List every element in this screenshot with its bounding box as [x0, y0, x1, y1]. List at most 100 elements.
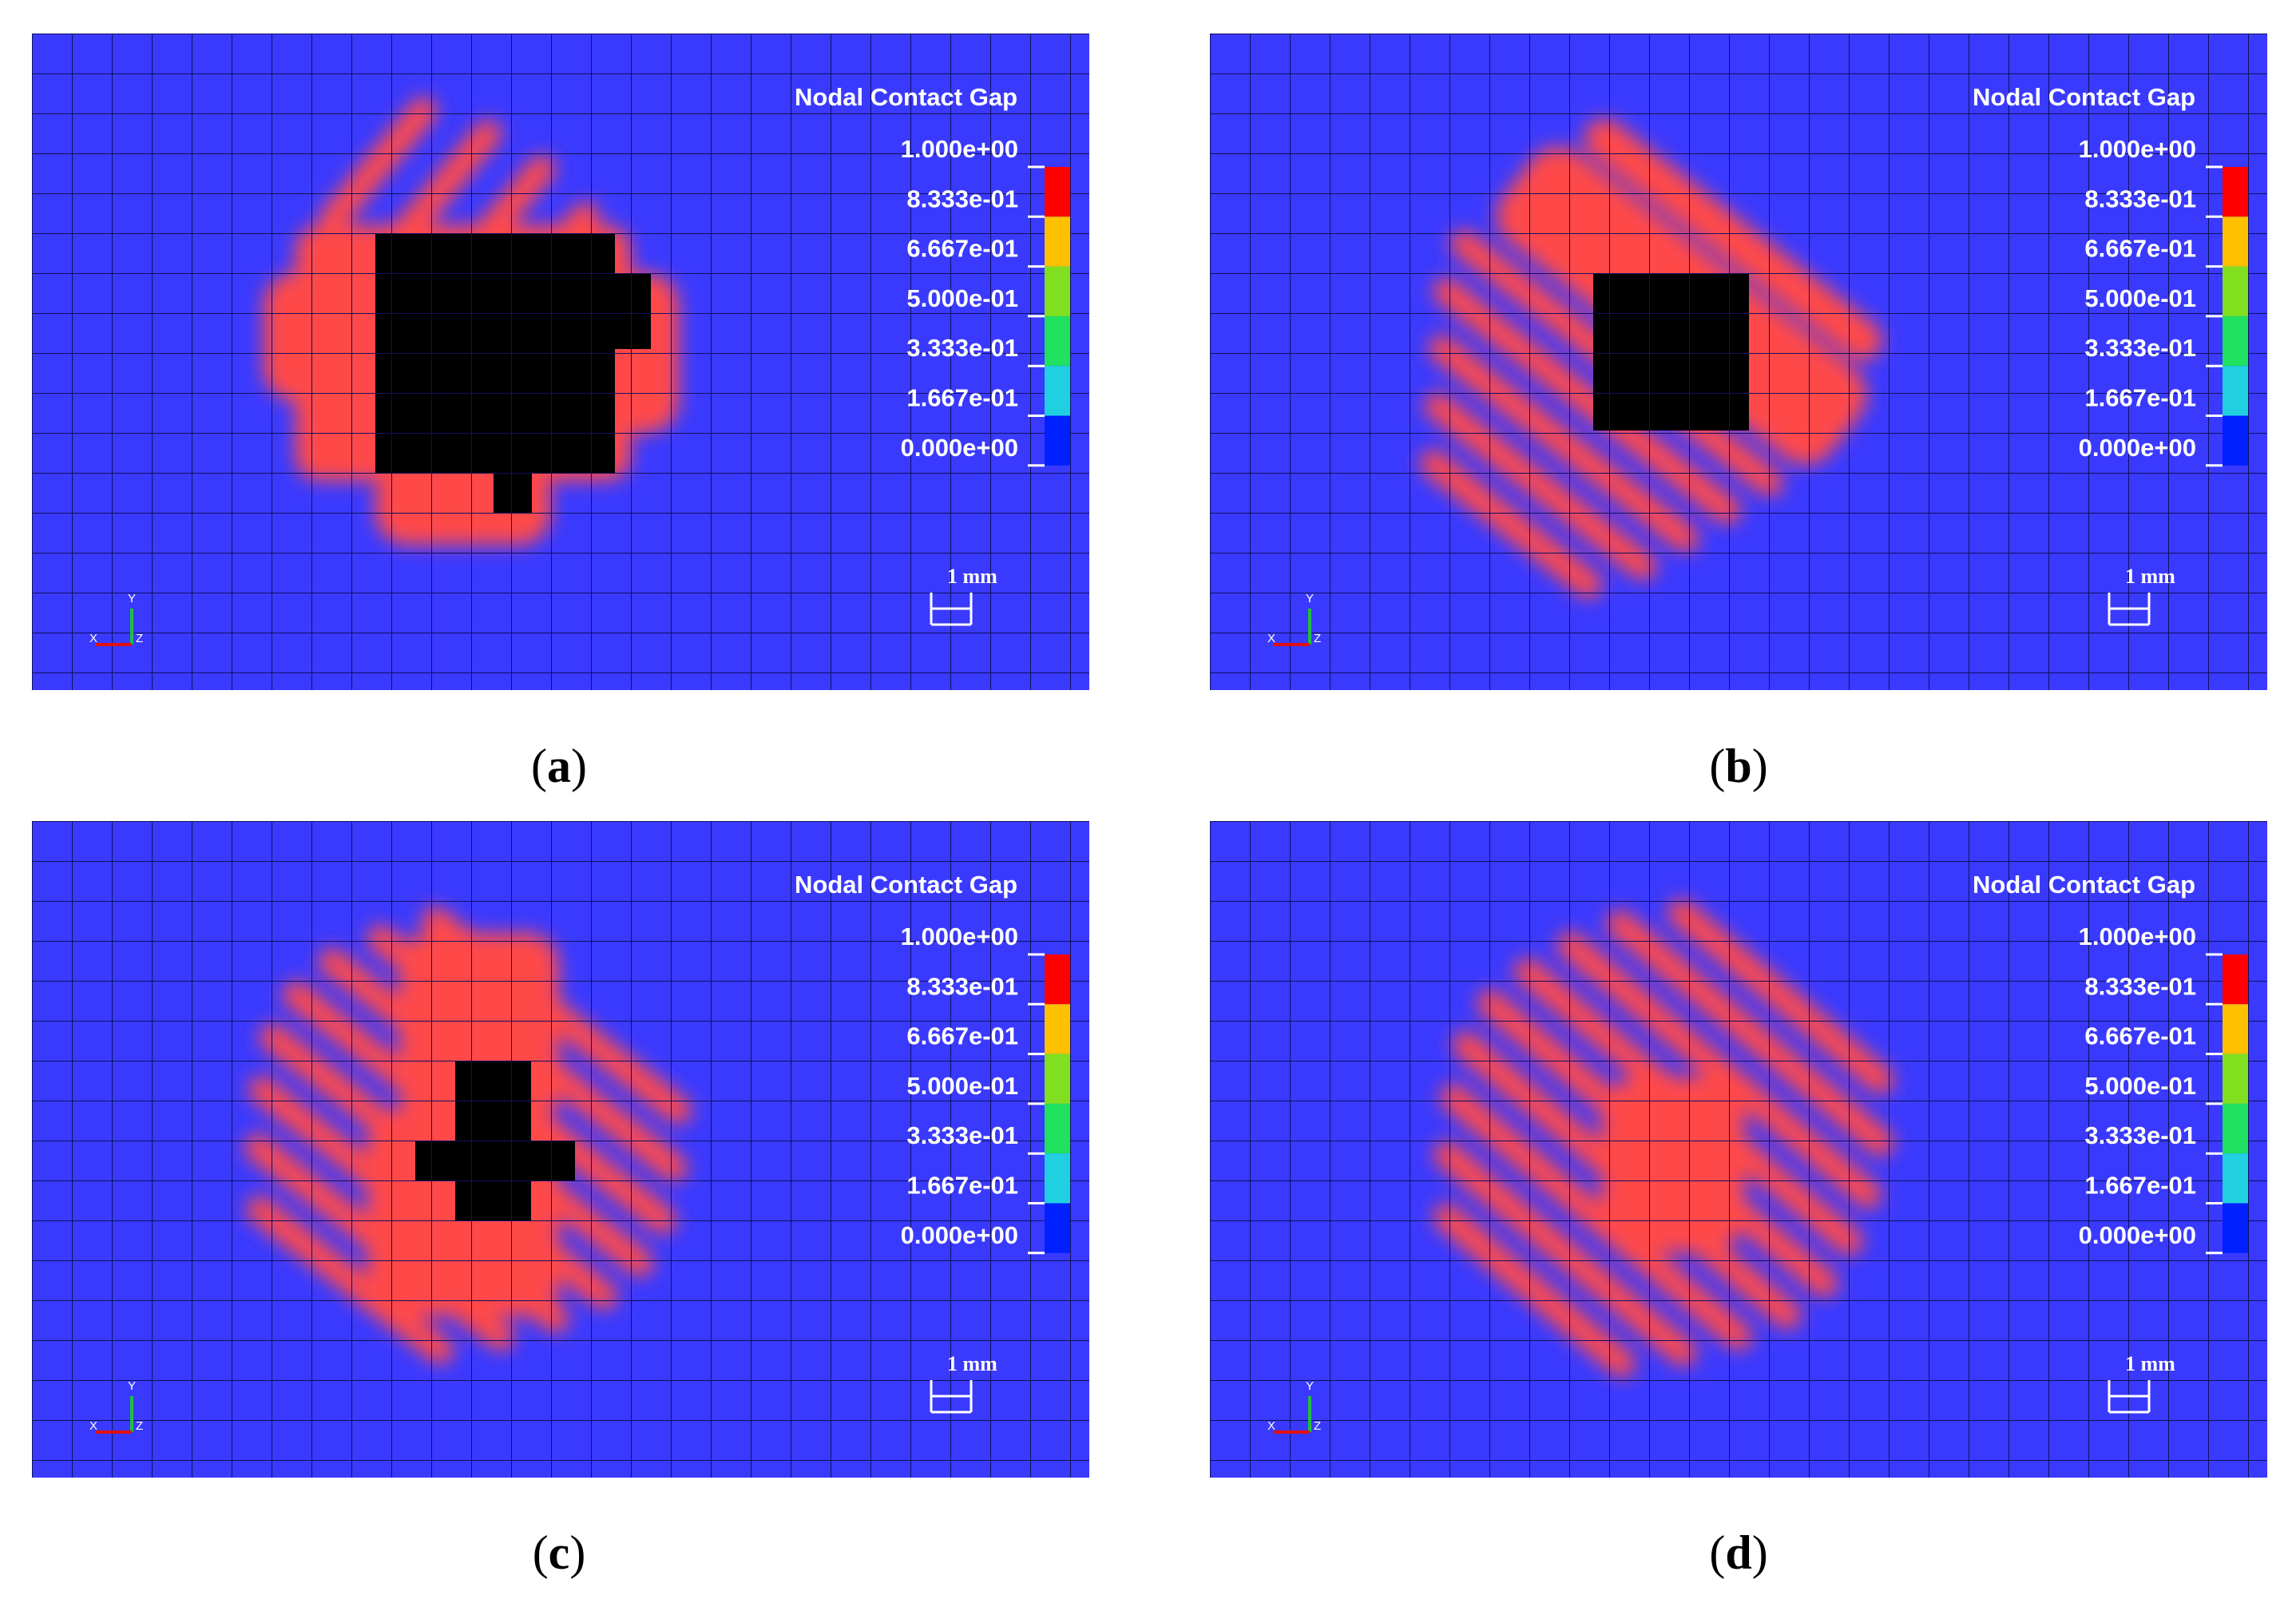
axis-x-label: X [1267, 1419, 1275, 1433]
panel-c: Nodal Contact Gap 1.000e+00 8.333e-01 6.66… [32, 821, 1089, 1478]
legend-color-band [2223, 216, 2248, 267]
legend-tick-label: 1.667e-01 [906, 1172, 1018, 1200]
axis-y-label: Y [1306, 592, 1314, 605]
axes-triad: Y X Z [1267, 1379, 1321, 1434]
legend-tick-label: 6.667e-01 [906, 1022, 1018, 1050]
legend-tick-label: 8.333e-01 [906, 972, 1018, 1000]
legend-tick-label: 1.667e-01 [906, 384, 1018, 412]
legend-color-band [2223, 1004, 2248, 1054]
legend-tick-label: 8.333e-01 [2084, 972, 2196, 1000]
panel-a: Nodal Contact Gap 1.000e+00 8.333e-01 6.66… [32, 34, 1089, 690]
legend-tick-label: 3.333e-01 [2084, 334, 2196, 362]
legend-tick-label: 0.000e+00 [901, 1221, 1018, 1249]
legend-color-band [2223, 1103, 2248, 1154]
legend-tick-label: 1.667e-01 [2084, 384, 2196, 412]
scale-bar: 1 mm [930, 1352, 997, 1414]
legend-color-band [1045, 954, 1070, 1005]
legend: Nodal Contact Gap 1.000e+00 8.333e-01 6.66… [795, 83, 1070, 467]
legend-tick-label: 6.667e-01 [2084, 235, 2196, 263]
legend-color-band [1045, 1153, 1070, 1204]
mesh-grid [32, 34, 1089, 690]
legend-tick-label: 3.333e-01 [2084, 1121, 2196, 1149]
legend-tick-label: 5.000e-01 [906, 284, 1018, 312]
scale-bar-label: 1 mm [2125, 1352, 2175, 1375]
legend-title: Nodal Contact Gap [795, 83, 1017, 111]
legend-color-band [2223, 315, 2248, 367]
scale-bar: 1 mm [2108, 1352, 2175, 1414]
axes-triad: Y X Z [89, 592, 143, 646]
axis-z-label: Z [136, 632, 143, 645]
caption-a: (a) [531, 740, 587, 792]
axis-z-label: Z [136, 1419, 143, 1433]
legend-color-band [2223, 1053, 2248, 1104]
legend: Nodal Contact Gap 1.000e+00 8.333e-01 6.66… [1973, 871, 2248, 1255]
caption-b: (b) [1709, 740, 1768, 792]
legend-color-band [1045, 315, 1070, 367]
legend-tick-label: 1.000e+00 [2079, 135, 2196, 163]
legend: Nodal Contact Gap 1.000e+00 8.333e-01 6.66… [795, 871, 1070, 1255]
legend-tick-label: 8.333e-01 [906, 185, 1018, 212]
legend-tick-label: 0.000e+00 [2079, 1221, 2196, 1249]
axis-x-label: X [89, 1419, 97, 1433]
axes-triad: Y X Z [89, 1379, 143, 1434]
legend-tick-label: 1.000e+00 [2079, 923, 2196, 950]
legend-title: Nodal Contact Gap [1973, 871, 2195, 899]
contact-gap-plot-c: Nodal Contact Gap 1.000e+00 8.333e-01 6.66… [32, 821, 1089, 1478]
axes-triad: Y X Z [1267, 592, 1321, 646]
axis-x-label: X [1267, 632, 1275, 645]
legend-tick-label: 1.000e+00 [901, 135, 1018, 163]
legend-color-band [1045, 1203, 1070, 1253]
scale-bar: 1 mm [930, 565, 997, 626]
legend-color-band [2223, 954, 2248, 1005]
legend-tick-label: 1.667e-01 [2084, 1172, 2196, 1200]
legend-tick-label: 3.333e-01 [906, 1121, 1018, 1149]
legend-tick-label: 6.667e-01 [2084, 1022, 2196, 1050]
legend-title: Nodal Contact Gap [795, 871, 1017, 899]
legend-color-band [2223, 415, 2248, 466]
legend-color-band [1045, 266, 1070, 316]
legend-tick-label: 0.000e+00 [901, 434, 1018, 462]
legend-color-band [1045, 167, 1070, 217]
legend-tick-label: 5.000e-01 [906, 1072, 1018, 1100]
scale-bar-label: 1 mm [2125, 565, 2175, 588]
scale-bar: 1 mm [2108, 565, 2175, 626]
legend-color-band [1045, 1103, 1070, 1154]
contact-gap-plot-b: Nodal Contact Gap 1.000e+00 8.333e-01 6.66… [1210, 34, 2267, 690]
legend-color-band [1045, 216, 1070, 267]
legend-color-band [1045, 415, 1070, 466]
axis-z-label: Z [1314, 1419, 1321, 1433]
legend-tick-label: 3.333e-01 [906, 334, 1018, 362]
legend-tick-label: 0.000e+00 [2079, 434, 2196, 462]
legend-color-band [1045, 1053, 1070, 1104]
axis-z-label: Z [1314, 632, 1321, 645]
scale-bar-label: 1 mm [947, 565, 997, 588]
mesh-grid [32, 821, 1089, 1478]
legend-title: Nodal Contact Gap [1973, 83, 2195, 111]
legend-color-band [2223, 1203, 2248, 1253]
caption-d: (d) [1709, 1526, 1768, 1579]
legend-tick-label: 8.333e-01 [2084, 185, 2196, 212]
legend-color-band [2223, 366, 2248, 416]
legend-color-band [2223, 167, 2248, 217]
scale-bar-label: 1 mm [947, 1352, 997, 1375]
axis-x-label: X [89, 632, 97, 645]
legend: Nodal Contact Gap 1.000e+00 8.333e-01 6.66… [1973, 83, 2248, 467]
legend-tick-label: 5.000e-01 [2084, 284, 2196, 312]
axis-y-label: Y [128, 592, 136, 605]
mesh-grid [1210, 34, 2267, 690]
legend-tick-label: 5.000e-01 [2084, 1072, 2196, 1100]
legend-tick-label: 6.667e-01 [906, 235, 1018, 263]
caption-c: (c) [532, 1526, 586, 1579]
panel-d: Nodal Contact Gap 1.000e+00 8.333e-01 6.66… [1210, 821, 2267, 1478]
mesh-grid [1210, 821, 2267, 1478]
panel-b: Nodal Contact Gap 1.000e+00 8.333e-01 6.66… [1210, 34, 2267, 690]
legend-color-band [1045, 366, 1070, 416]
legend-tick-label: 1.000e+00 [901, 923, 1018, 950]
axis-y-label: Y [128, 1379, 136, 1393]
legend-color-band [2223, 1153, 2248, 1204]
axis-y-label: Y [1306, 1379, 1314, 1393]
contact-gap-plot-d: Nodal Contact Gap 1.000e+00 8.333e-01 6.66… [1210, 821, 2267, 1478]
legend-color-band [2223, 266, 2248, 316]
legend-color-band [1045, 1004, 1070, 1054]
contact-gap-plot-a: Nodal Contact Gap 1.000e+00 8.333e-01 6.66… [32, 34, 1089, 690]
